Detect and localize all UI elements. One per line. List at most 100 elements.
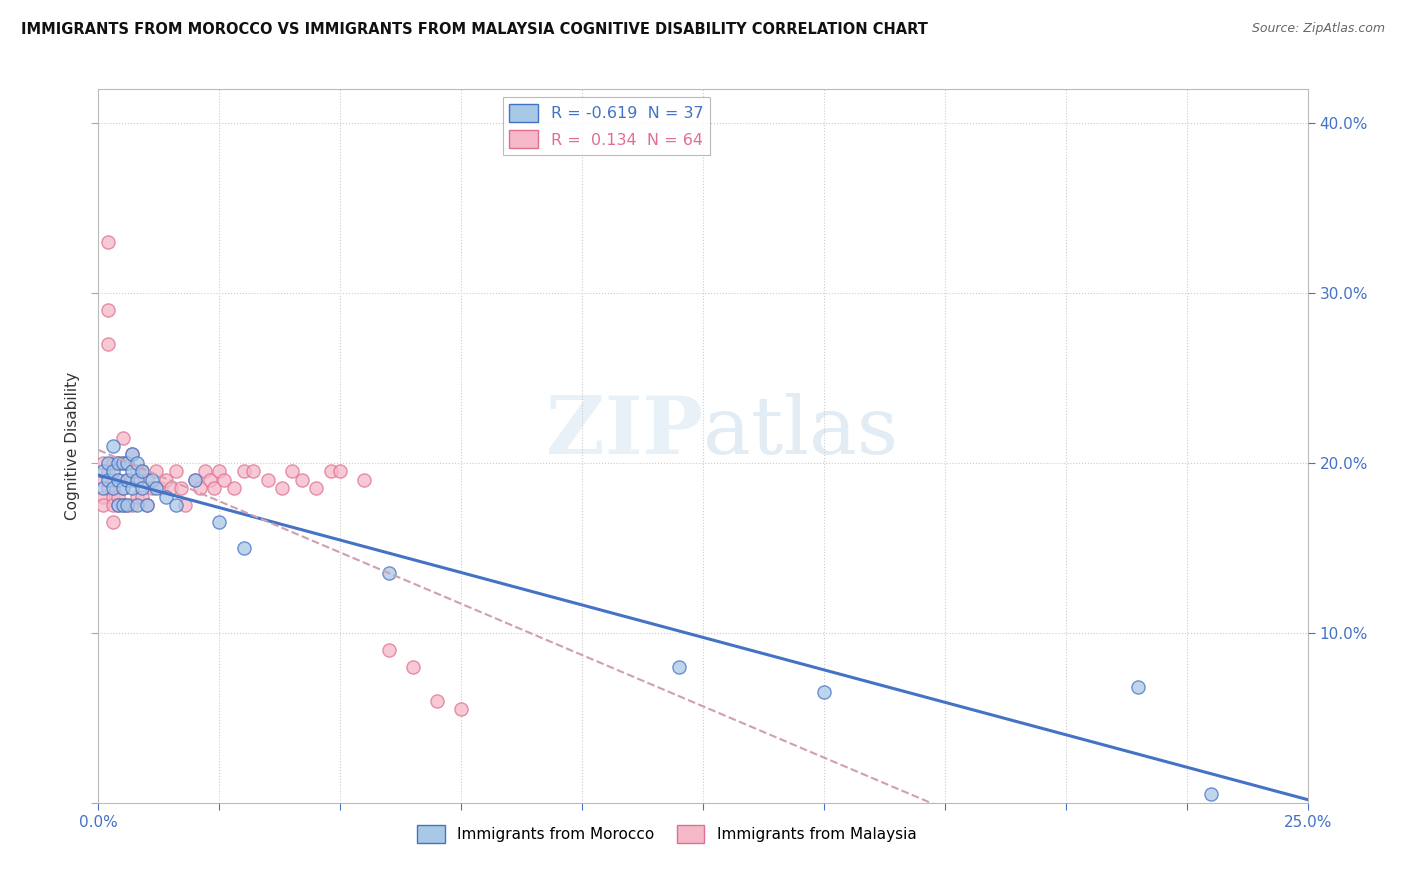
Point: [353, 473, 375, 487]
Point: [97, 456, 120, 470]
Point: [165, 465, 187, 479]
Point: [117, 456, 139, 470]
Point: [121, 499, 143, 513]
Point: [107, 490, 129, 504]
Point: [101, 473, 124, 487]
Point: [121, 448, 143, 462]
Point: [111, 430, 134, 444]
Point: [1199, 787, 1222, 801]
Point: [184, 473, 207, 487]
Point: [212, 473, 235, 487]
Point: [813, 685, 835, 699]
Point: [121, 448, 143, 462]
Point: [97, 473, 120, 487]
Point: [97, 465, 120, 479]
Point: [127, 499, 149, 513]
Point: [111, 499, 134, 513]
Point: [97, 303, 120, 318]
Point: [155, 490, 177, 504]
Point: [319, 465, 342, 479]
Point: [204, 482, 226, 496]
Point: [222, 482, 245, 496]
Point: [141, 473, 163, 487]
Point: [107, 499, 129, 513]
Point: [450, 702, 472, 716]
Point: [169, 482, 191, 496]
Point: [232, 465, 254, 479]
Point: [377, 566, 399, 581]
Point: [91, 465, 114, 479]
Point: [101, 439, 124, 453]
Point: [107, 456, 129, 470]
Point: [208, 516, 231, 530]
Text: IMMIGRANTS FROM MOROCCO VS IMMIGRANTS FROM MALAYSIA COGNITIVE DISABILITY CORRELA: IMMIGRANTS FROM MOROCCO VS IMMIGRANTS FR…: [21, 22, 928, 37]
Point: [141, 482, 163, 496]
Point: [208, 465, 231, 479]
Point: [107, 473, 129, 487]
Point: [131, 465, 153, 479]
Point: [97, 482, 120, 496]
Point: [135, 499, 157, 513]
Point: [111, 499, 134, 513]
Point: [91, 473, 114, 487]
Point: [121, 473, 143, 487]
Point: [426, 694, 449, 708]
Point: [145, 465, 167, 479]
Point: [145, 482, 167, 496]
Point: [271, 482, 294, 496]
Text: ZIP: ZIP: [546, 392, 703, 471]
Point: [174, 499, 197, 513]
Point: [377, 643, 399, 657]
Point: [101, 456, 124, 470]
Point: [117, 473, 139, 487]
Point: [150, 482, 173, 496]
Point: [101, 465, 124, 479]
Point: [111, 456, 134, 470]
Point: [117, 499, 139, 513]
Point: [165, 499, 187, 513]
Point: [305, 482, 328, 496]
Point: [281, 465, 304, 479]
Point: [256, 473, 278, 487]
Point: [127, 490, 149, 504]
Point: [91, 456, 114, 470]
Point: [131, 490, 153, 504]
Point: [232, 541, 254, 555]
Point: [91, 482, 114, 496]
Point: [101, 516, 124, 530]
Point: [97, 235, 120, 249]
Point: [402, 660, 425, 674]
Point: [131, 482, 153, 496]
Point: [198, 473, 221, 487]
Legend: Immigrants from Morocco, Immigrants from Malaysia: Immigrants from Morocco, Immigrants from…: [411, 819, 922, 848]
Point: [107, 473, 129, 487]
Point: [290, 473, 312, 487]
Point: [127, 456, 149, 470]
Point: [117, 473, 139, 487]
Point: [121, 465, 143, 479]
Point: [194, 465, 217, 479]
Point: [97, 337, 120, 351]
Point: [111, 482, 134, 496]
Point: [155, 473, 177, 487]
Point: [91, 499, 114, 513]
Point: [101, 490, 124, 504]
Point: [1128, 680, 1150, 694]
Text: atlas: atlas: [703, 392, 898, 471]
Point: [188, 482, 211, 496]
Point: [101, 499, 124, 513]
Point: [111, 482, 134, 496]
Point: [107, 499, 129, 513]
Point: [135, 499, 157, 513]
Point: [111, 456, 134, 470]
Point: [668, 660, 690, 674]
Point: [329, 465, 352, 479]
Point: [242, 465, 264, 479]
Y-axis label: Cognitive Disability: Cognitive Disability: [65, 372, 80, 520]
Point: [121, 482, 143, 496]
Point: [117, 456, 139, 470]
Point: [135, 473, 157, 487]
Point: [107, 456, 129, 470]
Point: [91, 490, 114, 504]
Point: [101, 482, 124, 496]
